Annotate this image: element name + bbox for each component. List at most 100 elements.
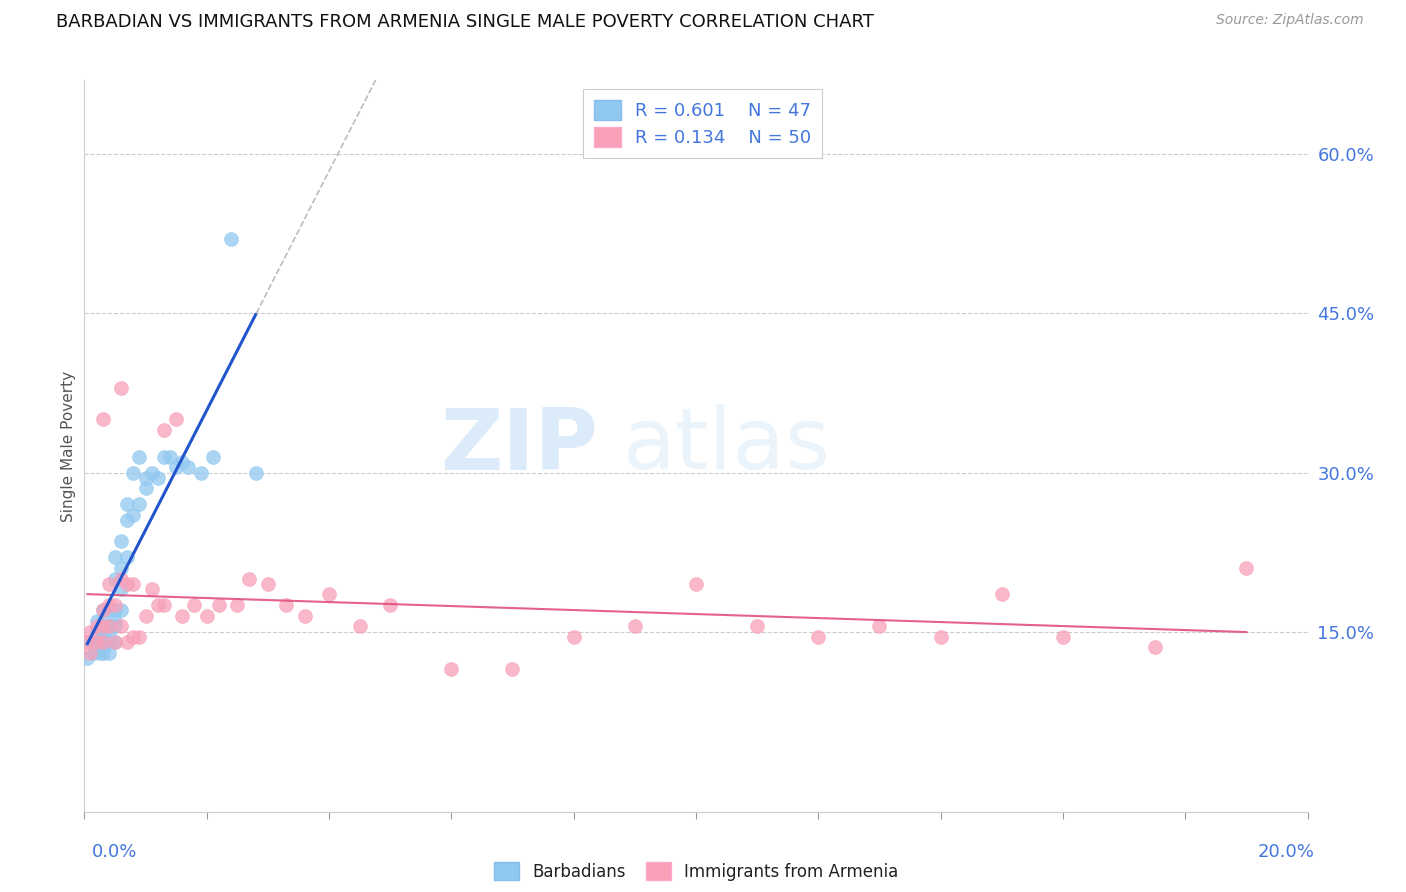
Point bbox=[104, 603, 127, 617]
Point bbox=[110, 381, 132, 395]
Point bbox=[122, 508, 145, 522]
Point bbox=[104, 598, 127, 612]
Point bbox=[685, 576, 707, 591]
Point bbox=[991, 587, 1014, 601]
Point bbox=[135, 482, 157, 496]
Point bbox=[183, 598, 205, 612]
Text: atlas: atlas bbox=[623, 404, 831, 488]
Point bbox=[624, 619, 647, 633]
Point bbox=[115, 550, 138, 565]
Point bbox=[89, 646, 111, 660]
Point bbox=[208, 598, 231, 612]
Point bbox=[201, 450, 224, 464]
Point bbox=[380, 598, 402, 612]
Point bbox=[115, 635, 138, 649]
Point bbox=[122, 576, 145, 591]
Point bbox=[238, 572, 260, 586]
Text: 0.0%: 0.0% bbox=[91, 843, 136, 861]
Point bbox=[110, 582, 132, 596]
Point bbox=[135, 471, 157, 485]
Point bbox=[226, 598, 249, 612]
Point bbox=[79, 624, 101, 639]
Point bbox=[91, 614, 114, 628]
Text: BARBADIAN VS IMMIGRANTS FROM ARMENIA SINGLE MALE POVERTY CORRELATION CHART: BARBADIAN VS IMMIGRANTS FROM ARMENIA SIN… bbox=[56, 13, 875, 31]
Point bbox=[807, 630, 830, 644]
Text: 20.0%: 20.0% bbox=[1258, 843, 1315, 861]
Point bbox=[97, 598, 120, 612]
Point bbox=[153, 450, 176, 464]
Point bbox=[276, 598, 298, 612]
Text: Source: ZipAtlas.com: Source: ZipAtlas.com bbox=[1216, 13, 1364, 28]
Point bbox=[318, 587, 340, 601]
Point bbox=[97, 624, 120, 639]
Point bbox=[91, 635, 114, 649]
Point bbox=[91, 624, 114, 639]
Point bbox=[104, 635, 127, 649]
Point bbox=[1143, 640, 1166, 655]
Point bbox=[141, 466, 163, 480]
Point bbox=[146, 471, 169, 485]
Point bbox=[502, 662, 524, 676]
Point bbox=[190, 466, 212, 480]
Point bbox=[929, 630, 952, 644]
Point bbox=[86, 635, 108, 649]
Point bbox=[165, 412, 187, 426]
Point bbox=[128, 630, 150, 644]
Point bbox=[153, 598, 176, 612]
Point bbox=[97, 576, 120, 591]
Point bbox=[91, 603, 114, 617]
Legend: Barbadians, Immigrants from Armenia: Barbadians, Immigrants from Armenia bbox=[486, 855, 905, 888]
Point bbox=[1236, 561, 1258, 575]
Point bbox=[97, 635, 120, 649]
Y-axis label: Single Male Poverty: Single Male Poverty bbox=[60, 370, 76, 522]
Point bbox=[83, 646, 105, 660]
Point bbox=[869, 619, 891, 633]
Point bbox=[159, 450, 181, 464]
Point bbox=[104, 635, 127, 649]
Point bbox=[91, 619, 114, 633]
Point bbox=[110, 572, 132, 586]
Point bbox=[91, 646, 114, 660]
Point bbox=[1052, 630, 1074, 644]
Point bbox=[122, 630, 145, 644]
Point bbox=[172, 608, 194, 623]
Point bbox=[79, 635, 101, 649]
Point bbox=[97, 646, 120, 660]
Point bbox=[86, 624, 108, 639]
Point bbox=[349, 619, 371, 633]
Point bbox=[115, 576, 138, 591]
Point bbox=[153, 423, 176, 437]
Point bbox=[294, 608, 316, 623]
Point bbox=[219, 232, 242, 246]
Point bbox=[104, 619, 127, 633]
Point bbox=[440, 662, 463, 676]
Point bbox=[76, 651, 98, 665]
Point bbox=[245, 466, 267, 480]
Point bbox=[110, 534, 132, 549]
Point bbox=[110, 603, 132, 617]
Point bbox=[257, 576, 280, 591]
Point bbox=[165, 460, 187, 475]
Point bbox=[91, 603, 114, 617]
Point bbox=[146, 598, 169, 612]
Point bbox=[86, 619, 108, 633]
Point bbox=[128, 497, 150, 511]
Point bbox=[135, 608, 157, 623]
Point bbox=[91, 635, 114, 649]
Point bbox=[97, 619, 120, 633]
Point bbox=[97, 603, 120, 617]
Point bbox=[128, 450, 150, 464]
Point bbox=[115, 497, 138, 511]
Point bbox=[110, 561, 132, 575]
Point bbox=[141, 582, 163, 596]
Point bbox=[97, 619, 120, 633]
Point bbox=[104, 572, 127, 586]
Point bbox=[76, 635, 98, 649]
Point bbox=[122, 466, 145, 480]
Point bbox=[177, 460, 200, 475]
Point bbox=[562, 630, 585, 644]
Point bbox=[91, 412, 114, 426]
Point bbox=[104, 614, 127, 628]
Point bbox=[172, 455, 194, 469]
Point bbox=[86, 614, 108, 628]
